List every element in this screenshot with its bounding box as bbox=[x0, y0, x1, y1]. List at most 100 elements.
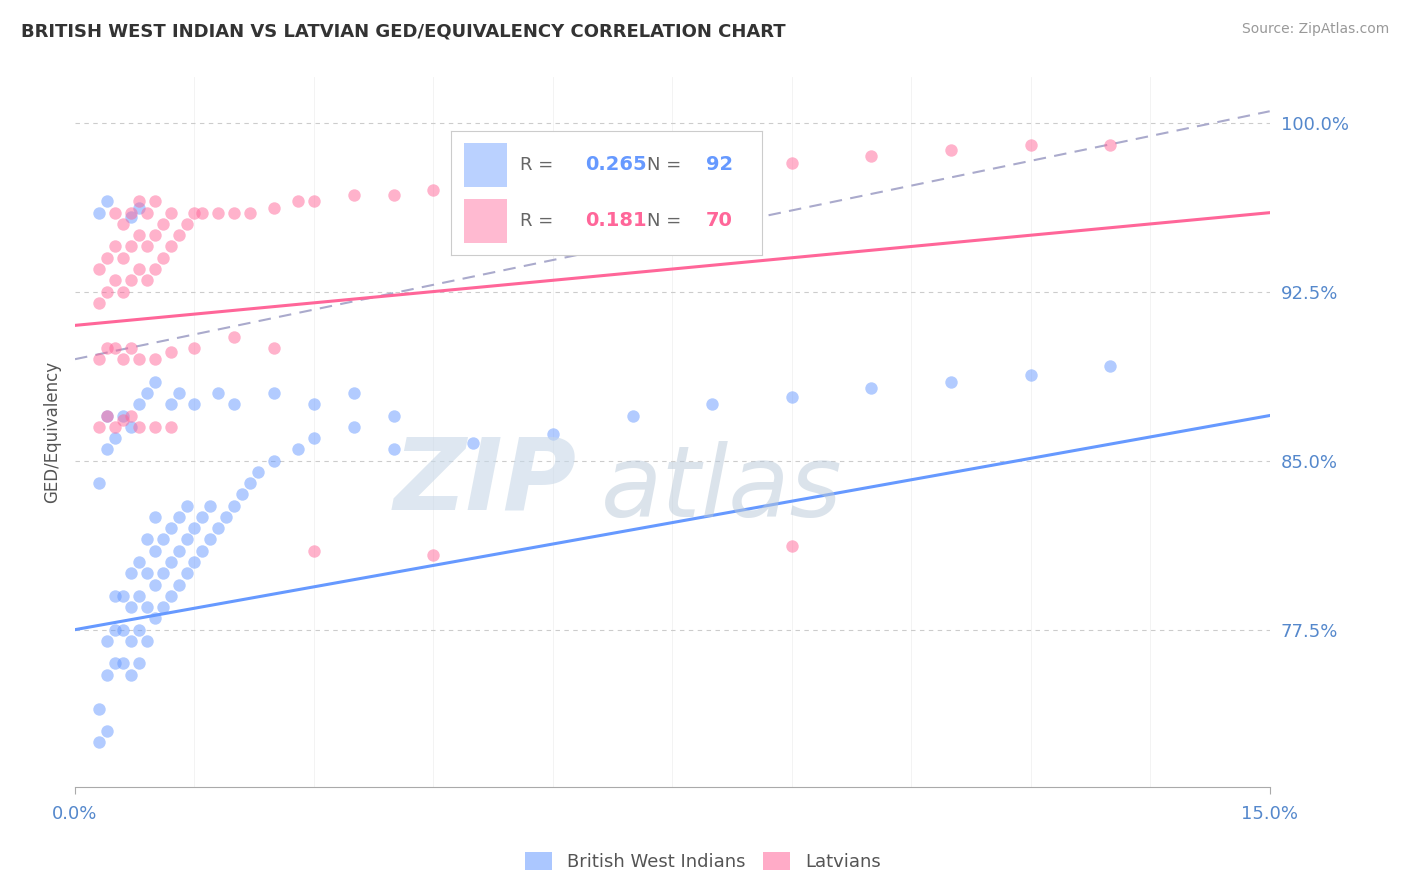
Point bbox=[224, 499, 246, 513]
Point bbox=[422, 183, 444, 197]
Point bbox=[463, 435, 485, 450]
Point bbox=[263, 453, 285, 467]
Point bbox=[128, 657, 150, 671]
Point bbox=[135, 600, 157, 615]
Point bbox=[135, 273, 157, 287]
Point bbox=[343, 419, 366, 434]
Point bbox=[200, 499, 222, 513]
Point bbox=[143, 510, 166, 524]
Point bbox=[104, 239, 127, 253]
Point bbox=[120, 634, 142, 648]
Point bbox=[96, 194, 118, 209]
Point bbox=[128, 194, 150, 209]
Point bbox=[152, 217, 174, 231]
Point bbox=[96, 409, 118, 423]
Point bbox=[143, 375, 166, 389]
Point bbox=[502, 178, 524, 193]
Point bbox=[159, 589, 181, 603]
Point bbox=[176, 499, 198, 513]
Point bbox=[143, 352, 166, 367]
Point bbox=[128, 397, 150, 411]
Point bbox=[135, 533, 157, 547]
Point bbox=[191, 205, 214, 219]
Point bbox=[702, 397, 724, 411]
Point bbox=[87, 419, 110, 434]
Point bbox=[96, 667, 118, 681]
Point bbox=[302, 397, 325, 411]
Point bbox=[191, 510, 214, 524]
Point bbox=[120, 273, 142, 287]
Point bbox=[183, 341, 205, 355]
Point bbox=[143, 228, 166, 243]
Point bbox=[247, 465, 270, 479]
Point bbox=[96, 409, 118, 423]
Point bbox=[1099, 359, 1122, 373]
Y-axis label: GED/Equivalency: GED/Equivalency bbox=[44, 361, 60, 503]
Point bbox=[135, 634, 157, 648]
Point bbox=[87, 205, 110, 219]
Point bbox=[183, 205, 205, 219]
Point bbox=[111, 217, 134, 231]
Point bbox=[120, 341, 142, 355]
Point bbox=[224, 397, 246, 411]
Point bbox=[152, 251, 174, 265]
Point bbox=[143, 419, 166, 434]
Text: atlas: atlas bbox=[600, 441, 842, 538]
Point bbox=[120, 667, 142, 681]
Point bbox=[287, 442, 309, 457]
Point bbox=[939, 143, 962, 157]
Point bbox=[143, 543, 166, 558]
Point bbox=[939, 375, 962, 389]
Legend: British West Indians, Latvians: British West Indians, Latvians bbox=[517, 845, 889, 879]
Point bbox=[143, 194, 166, 209]
Point bbox=[167, 228, 190, 243]
Point bbox=[96, 634, 118, 648]
Point bbox=[159, 397, 181, 411]
Point bbox=[152, 600, 174, 615]
Point bbox=[135, 205, 157, 219]
Point bbox=[541, 172, 564, 186]
Point bbox=[263, 341, 285, 355]
Point bbox=[143, 262, 166, 277]
Point bbox=[120, 566, 142, 581]
Point bbox=[1019, 368, 1042, 382]
Point bbox=[191, 543, 214, 558]
Point bbox=[159, 205, 181, 219]
Point bbox=[111, 623, 134, 637]
Point bbox=[111, 409, 134, 423]
Point bbox=[239, 205, 262, 219]
Point bbox=[582, 172, 605, 186]
Point bbox=[96, 341, 118, 355]
Point bbox=[87, 262, 110, 277]
Point bbox=[159, 555, 181, 569]
Point bbox=[87, 295, 110, 310]
Point bbox=[1019, 138, 1042, 153]
Point bbox=[159, 419, 181, 434]
Point bbox=[104, 273, 127, 287]
Point bbox=[128, 262, 150, 277]
Point bbox=[120, 205, 142, 219]
Point bbox=[143, 577, 166, 591]
Point bbox=[128, 589, 150, 603]
Point bbox=[96, 724, 118, 739]
Point bbox=[111, 352, 134, 367]
Point bbox=[167, 543, 190, 558]
Point bbox=[702, 161, 724, 175]
Point bbox=[120, 600, 142, 615]
Point bbox=[541, 426, 564, 441]
Text: ZIP: ZIP bbox=[394, 434, 576, 531]
Point bbox=[159, 345, 181, 359]
Point bbox=[135, 386, 157, 401]
Point bbox=[104, 431, 127, 445]
Point bbox=[135, 239, 157, 253]
Point bbox=[207, 205, 229, 219]
Point bbox=[239, 476, 262, 491]
Point bbox=[176, 217, 198, 231]
Point bbox=[382, 187, 405, 202]
Point bbox=[422, 549, 444, 563]
Point bbox=[343, 187, 366, 202]
Point bbox=[104, 205, 127, 219]
Point bbox=[96, 285, 118, 299]
Point bbox=[1099, 138, 1122, 153]
Point bbox=[382, 442, 405, 457]
